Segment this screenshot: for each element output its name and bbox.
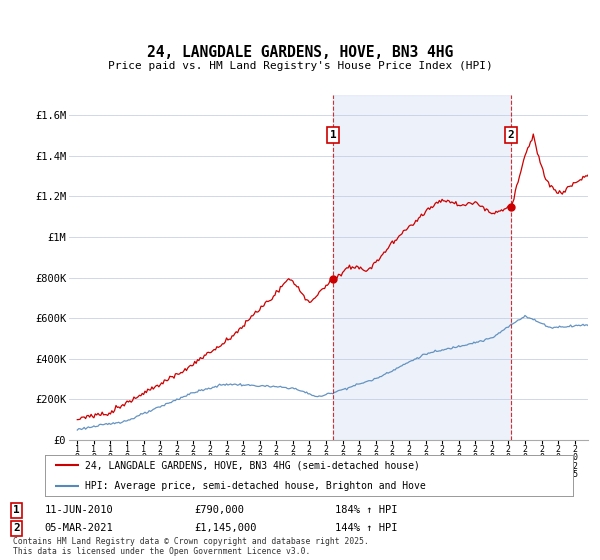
Text: £790,000: £790,000 <box>194 505 244 515</box>
Text: 1: 1 <box>13 505 20 515</box>
Text: 144% ↑ HPI: 144% ↑ HPI <box>335 524 398 534</box>
Text: 11-JUN-2010: 11-JUN-2010 <box>44 505 113 515</box>
Text: 184% ↑ HPI: 184% ↑ HPI <box>335 505 398 515</box>
Text: 05-MAR-2021: 05-MAR-2021 <box>44 524 113 534</box>
Text: 24, LANGDALE GARDENS, HOVE, BN3 4HG (semi-detached house): 24, LANGDALE GARDENS, HOVE, BN3 4HG (sem… <box>85 460 419 470</box>
Text: 24, LANGDALE GARDENS, HOVE, BN3 4HG: 24, LANGDALE GARDENS, HOVE, BN3 4HG <box>147 45 453 60</box>
Text: 1: 1 <box>330 130 337 140</box>
Text: Contains HM Land Registry data © Crown copyright and database right 2025.
This d: Contains HM Land Registry data © Crown c… <box>13 536 369 556</box>
Text: Price paid vs. HM Land Registry's House Price Index (HPI): Price paid vs. HM Land Registry's House … <box>107 61 493 71</box>
Text: £1,145,000: £1,145,000 <box>194 524 257 534</box>
Text: 2: 2 <box>508 130 515 140</box>
Text: 2: 2 <box>13 524 20 534</box>
Bar <box>334 95 511 440</box>
Text: HPI: Average price, semi-detached house, Brighton and Hove: HPI: Average price, semi-detached house,… <box>85 480 425 491</box>
